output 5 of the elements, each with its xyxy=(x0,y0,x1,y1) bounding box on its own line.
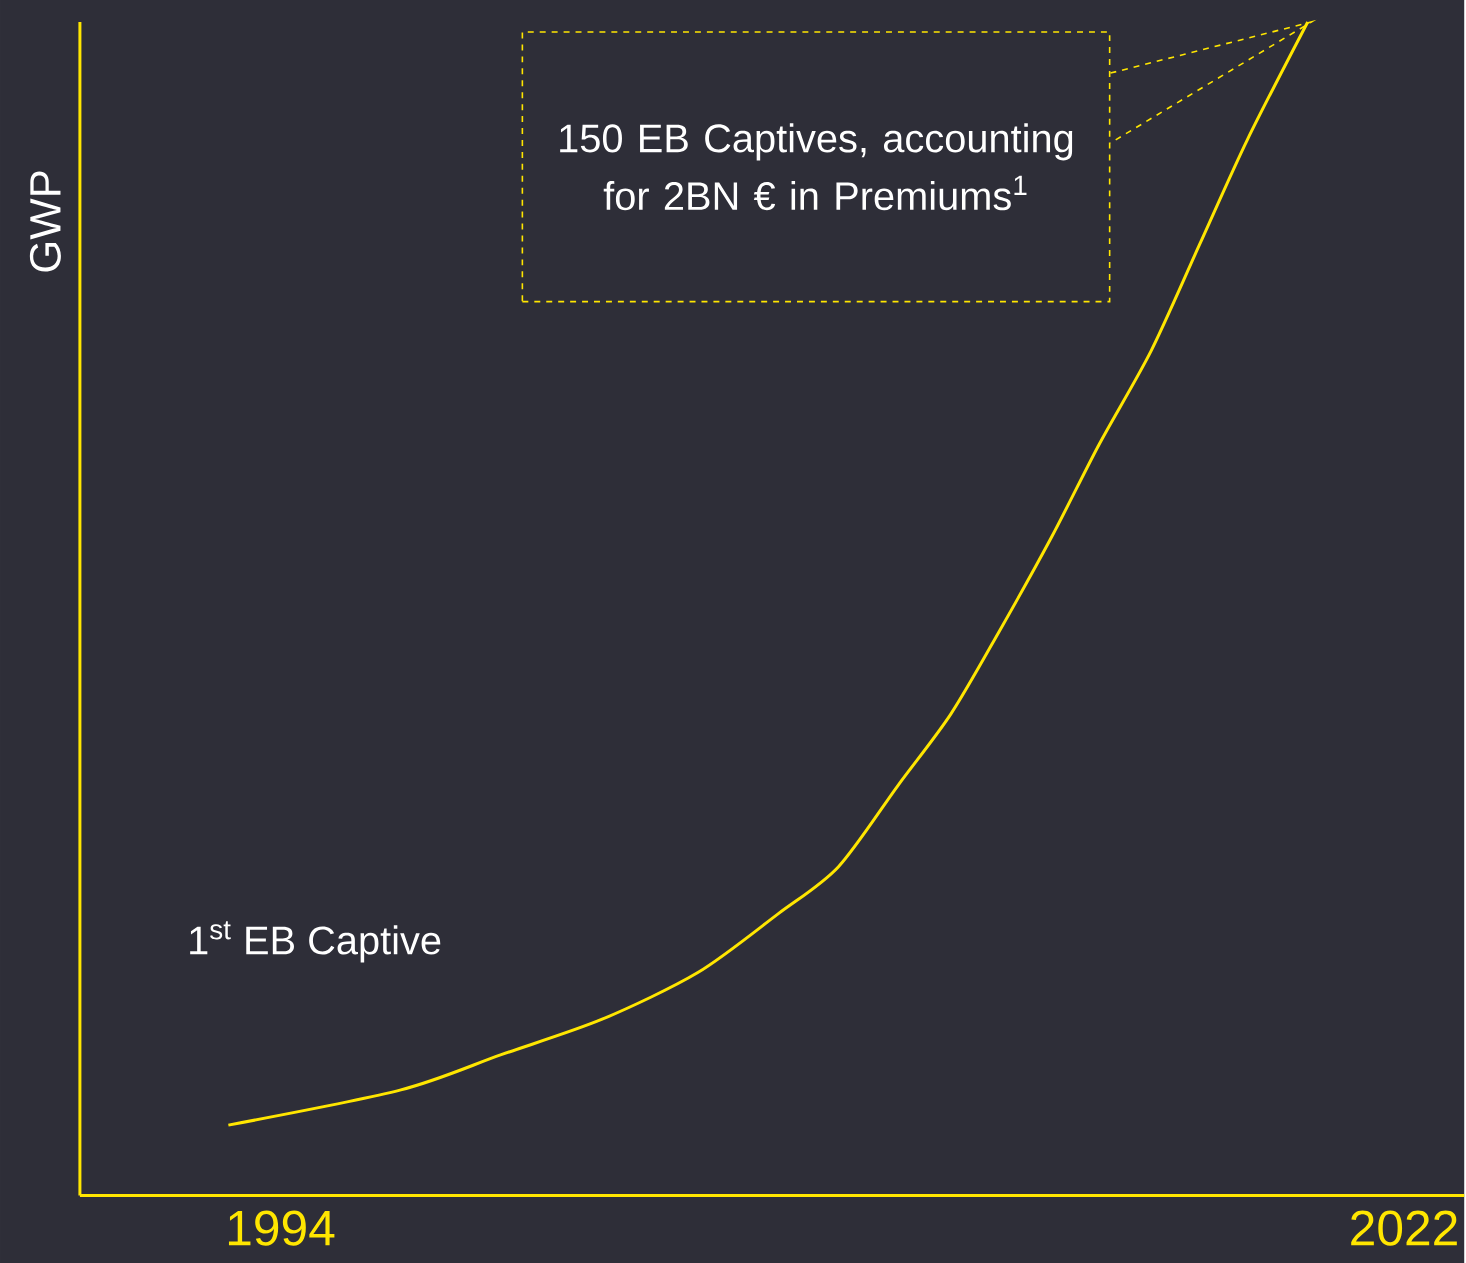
x-tick-label: 2022 xyxy=(1351,1210,1457,1246)
annotation: 1$^{st}$ EB Captive xyxy=(190,920,441,963)
x-tick-label: 1994 xyxy=(228,1210,335,1246)
annotation: 150 EB Captives, accounting for 2BN € in Premiums$^{1}$ xyxy=(560,123,1073,211)
y-axis-title: GWP xyxy=(29,171,61,272)
